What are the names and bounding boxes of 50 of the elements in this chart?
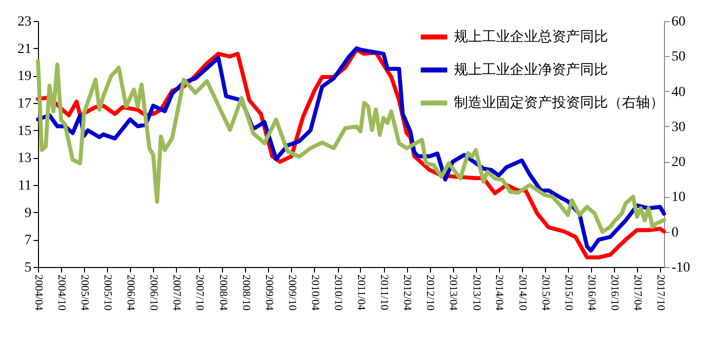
x-tick-label: 2017/04 <box>632 274 644 312</box>
x-tick-label: 2009/10 <box>286 274 298 312</box>
x-tick-label: 2015/04 <box>539 274 552 312</box>
y-tick-label: 21 <box>18 42 32 57</box>
x-tick-label: 2009/04 <box>262 274 275 312</box>
y-tick-label: 15 <box>18 124 32 139</box>
x-tick-label: 2014/10 <box>516 274 528 312</box>
x-tick-label: 2008/10 <box>240 274 252 312</box>
x-tick-label: 2015/10 <box>562 274 574 312</box>
x-tick-label: 2008/04 <box>216 274 229 312</box>
line-series <box>36 59 666 234</box>
legend-label: 制造业固定资产投资同比（右轴） <box>454 95 664 111</box>
y2-tick-label: 0 <box>672 225 678 240</box>
x-tick-label: 2004/10 <box>56 274 68 312</box>
y-tick-label: 13 <box>18 151 32 166</box>
x-tick-label: 2007/04 <box>170 274 183 312</box>
y2-tick-label: 50 <box>672 50 686 65</box>
x-tick-label: 2005/04 <box>78 274 91 312</box>
x-tick-label: 2014/04 <box>493 274 506 312</box>
x-tick-label: 2012/04 <box>401 274 414 312</box>
y2-tick-label: 30 <box>672 120 686 135</box>
legend-label: 规上工业企业总资产同比 <box>454 29 608 45</box>
y-tick-label: 19 <box>18 69 32 84</box>
x-tick-label: 2004/04 <box>32 274 44 312</box>
x-tick-label: 2013/04 <box>447 274 460 312</box>
x-tick-label: 2012/10 <box>424 274 436 312</box>
x-tick-label: 2006/04 <box>124 274 137 312</box>
x-tick-label: 2010/10 <box>332 274 344 312</box>
y2-tick-label: 60 <box>672 14 686 30</box>
y2-tick-label: 40 <box>672 84 686 100</box>
legend-label: 规上工业企业净资产同比 <box>454 62 608 78</box>
x-tick-label: 2011/10 <box>378 274 390 311</box>
y-tick-label: 7 <box>24 233 32 248</box>
y-tick-label: 11 <box>18 178 32 194</box>
y2-tick-label: 10 <box>672 190 686 206</box>
y-tick-label: 5 <box>24 260 32 276</box>
y-tick-label: 9 <box>24 206 32 221</box>
y2-tick-label: 20 <box>672 155 686 170</box>
x-tick-label: 2006/10 <box>148 274 160 312</box>
x-tick-label: 2016/10 <box>608 274 621 312</box>
y2-tick-label: -10 <box>672 260 690 276</box>
x-tick-label: 2013/10 <box>470 274 482 312</box>
x-tick-label: 2016/04 <box>585 274 598 312</box>
x-tick-label: 2005/10 <box>102 274 114 312</box>
y-tick-label: 23 <box>18 14 32 30</box>
x-tick-label: 2017/10 <box>654 274 667 312</box>
x-tick-label: 2010/04 <box>308 274 321 312</box>
y-tick-label: 17 <box>18 96 32 112</box>
x-tick-label: 2007/10 <box>194 274 206 312</box>
x-tick-label: 2011/04 <box>354 274 367 311</box>
